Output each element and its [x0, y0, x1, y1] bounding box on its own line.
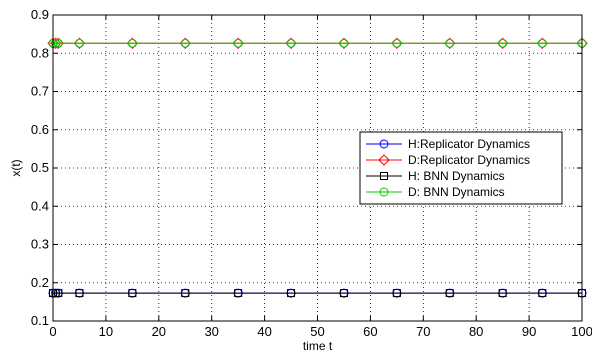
legend-marker — [379, 139, 389, 149]
legend-marker — [378, 154, 390, 166]
data-point — [538, 289, 547, 298]
x-tick-label: 60 — [363, 324, 377, 339]
data-point — [392, 38, 402, 48]
data-point — [54, 289, 63, 298]
x-axis-label: time t — [303, 339, 333, 352]
data-point — [498, 38, 508, 48]
data-point — [233, 38, 243, 48]
y-tick-label: 0.8 — [31, 45, 49, 60]
axes: 0 10 20 30 40 50 60 70 80 90 100 0.1 0.2 0.3 0.4 0.5 0.6… — [31, 7, 592, 339]
x-tick-label: 30 — [204, 324, 218, 339]
legend-label: H:Replicator Dynamics — [408, 137, 530, 151]
x-tick-label: 50 — [310, 324, 324, 339]
x-tick-label: 90 — [522, 324, 536, 339]
y-tick-label: 0.6 — [31, 122, 49, 137]
x-tick-label: 40 — [257, 324, 271, 339]
series-group — [47, 37, 588, 298]
data-point — [234, 289, 243, 298]
x-tick-label: 0 — [49, 324, 56, 339]
y-axis-label: x(t) — [9, 159, 23, 176]
data-point — [181, 289, 190, 298]
data-point — [75, 289, 84, 298]
data-point — [445, 38, 455, 48]
x-tick-label: 20 — [152, 324, 166, 339]
x-tick-label: 100 — [571, 324, 592, 339]
data-point — [53, 38, 63, 48]
legend-label: D: BNN Dynamics — [408, 185, 505, 199]
x-tick-label: 80 — [469, 324, 483, 339]
series-3 — [48, 38, 587, 48]
legend-marker — [380, 172, 388, 180]
data-point — [51, 38, 61, 48]
data-point — [286, 38, 296, 48]
y-tick-label: 0.4 — [31, 198, 49, 213]
y-tick-label: 0.5 — [31, 160, 49, 175]
x-tick-label: 10 — [99, 324, 113, 339]
data-point — [339, 38, 349, 48]
data-point — [127, 38, 137, 48]
y-tick-label: 0.1 — [31, 313, 49, 328]
legend: H:Replicator Dynamics D:Replicator Dynami… — [359, 131, 563, 205]
data-point — [128, 289, 137, 298]
data-point — [445, 289, 454, 298]
legend-label: H: BNN Dynamics — [408, 169, 505, 183]
y-tick-label: 0.9 — [31, 7, 49, 22]
x-tick-label: 70 — [416, 324, 430, 339]
y-tick-label: 0.3 — [31, 237, 49, 252]
data-point — [392, 289, 401, 298]
legend-marker — [379, 187, 389, 197]
data-point — [537, 38, 547, 48]
data-point — [287, 289, 296, 298]
y-tick-label: 0.2 — [31, 275, 49, 290]
data-point — [498, 289, 507, 298]
legend-label: D:Replicator Dynamics — [408, 153, 530, 167]
data-point — [339, 289, 348, 298]
data-point — [74, 38, 84, 48]
data-point — [180, 38, 190, 48]
y-tick-label: 0.7 — [31, 84, 49, 99]
